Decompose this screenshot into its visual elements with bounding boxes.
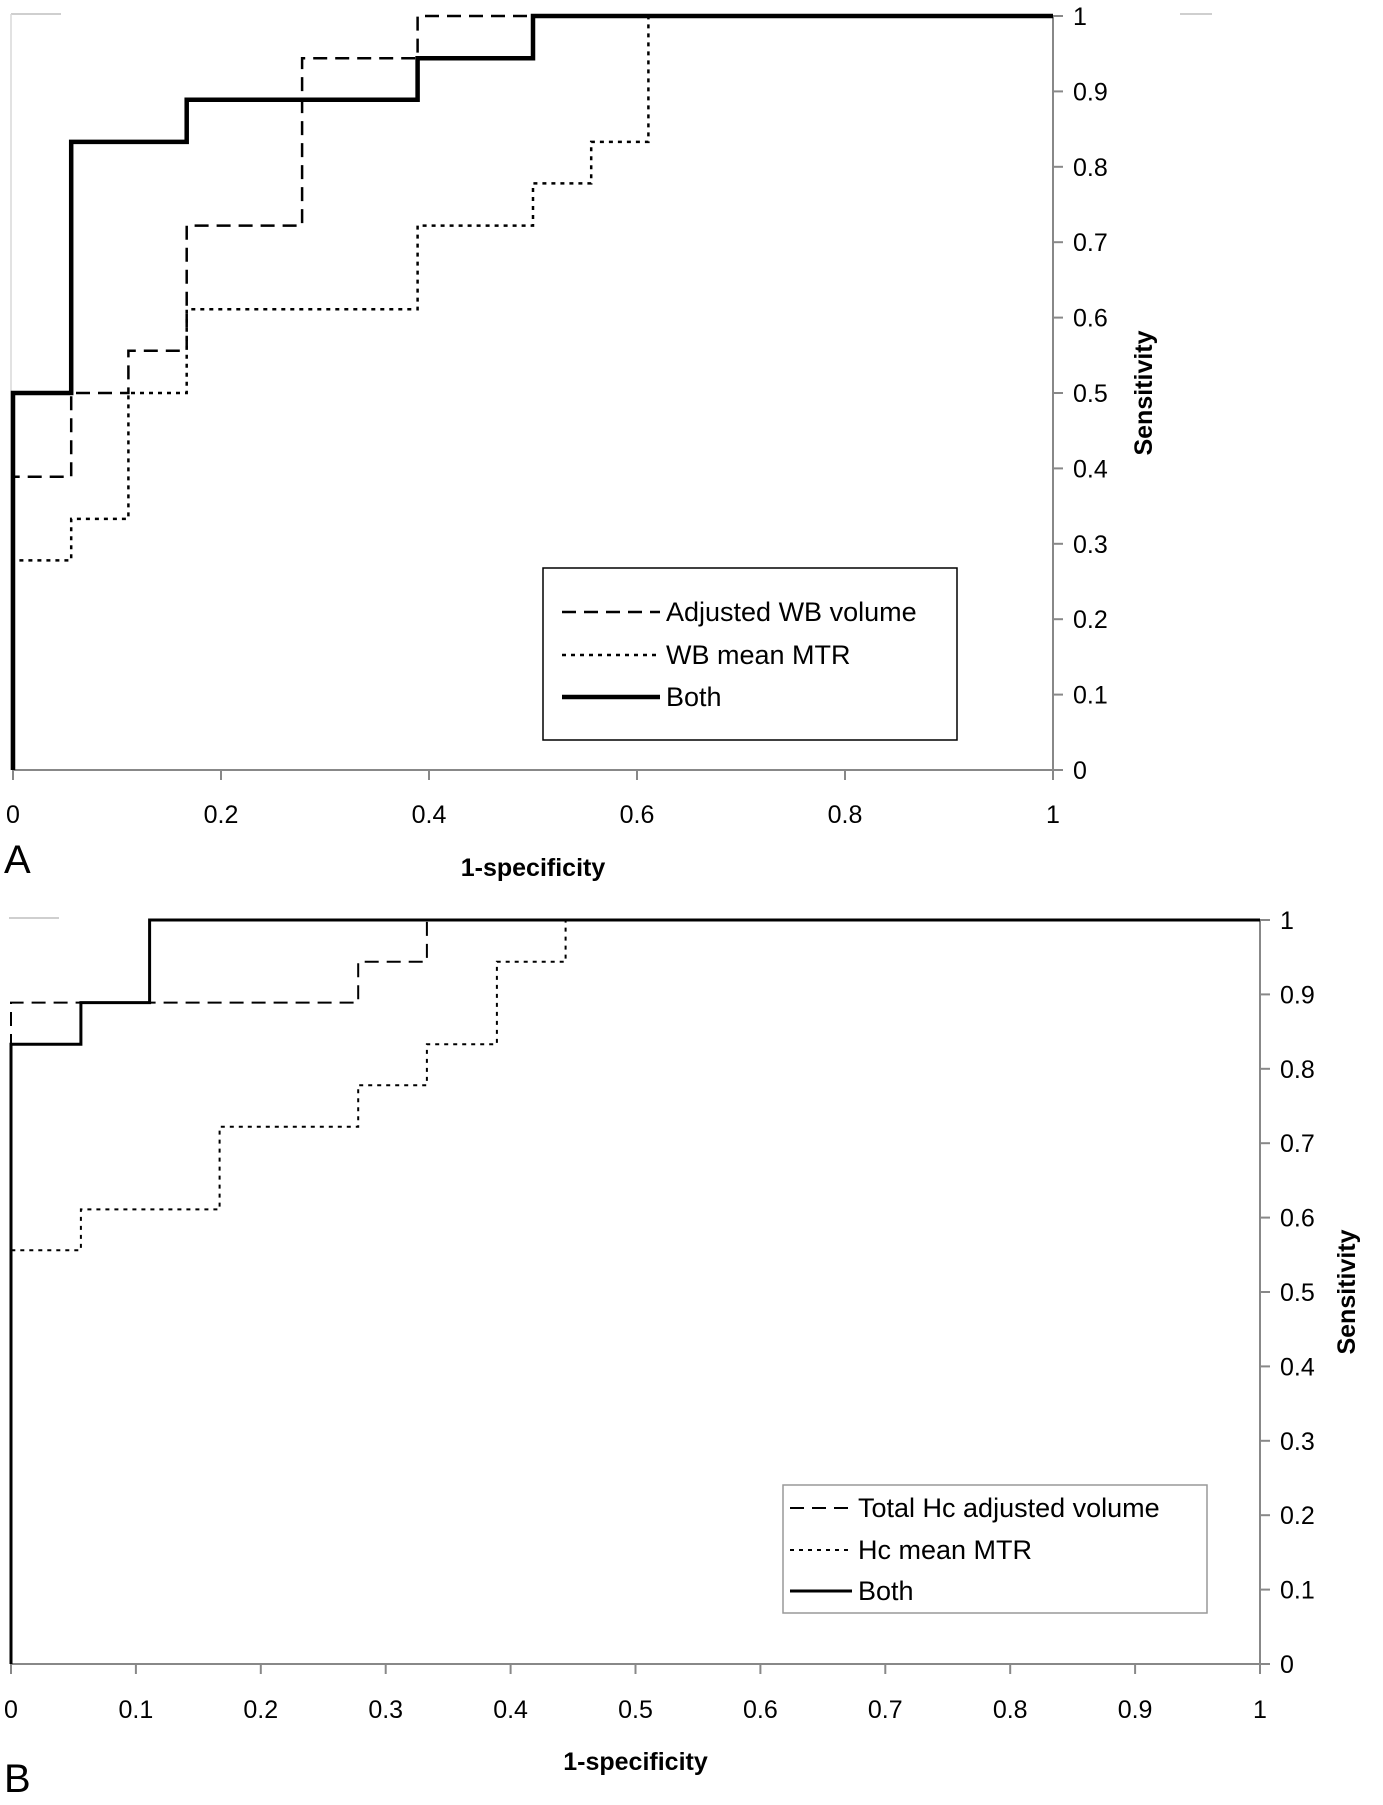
series-line-3 [10,13,1053,770]
legend-entry-label: Both [666,682,722,712]
series-line-1 [10,919,1260,1664]
x-tick-label: 0.9 [1118,1696,1153,1724]
x-axis-title: 1-specificity [461,854,606,882]
x-tick-label: 0.7 [868,1696,903,1724]
series-line-2 [10,919,1260,1664]
legend-entry-label: Adjusted WB volume [666,597,917,627]
legend: Total Hc adjusted volume Hc mean MTR Both [782,1484,1208,1614]
y-tick-label: 0.8 [1073,154,1108,182]
x-tick-label: 0 [4,1696,18,1724]
x-tick-label: 0.8 [828,801,863,829]
legend: Adjusted WB volume WB mean MTR Both [542,567,958,741]
x-tick-label: 0.2 [243,1696,278,1724]
y-tick-label: 0.9 [1280,981,1315,1009]
y-tick-label: 0.5 [1280,1279,1315,1307]
x-tick-label: 0.6 [620,801,655,829]
legend-entry-label: Total Hc adjusted volume [858,1493,1160,1523]
y-tick-label: 0.7 [1073,229,1108,257]
legend-entry-label: Hc mean MTR [858,1535,1032,1565]
x-axis-title: 1-specificity [563,1748,708,1776]
x-tick-label: 0.2 [204,801,239,829]
y-tick-label: 0.4 [1280,1353,1315,1381]
panel-label: B [4,1757,31,1800]
chart-panel-b: 0 0.1 0.2 0.3 0.4 0.5 0.6 0.7 0.8 0.9 100.10.20.30… [4,907,1361,1801]
x-tick-label: 0.5 [618,1696,653,1724]
y-tick-label: 0.2 [1073,606,1108,634]
y-tick-label: 0.5 [1073,380,1108,408]
y-tick-label: 0.1 [1073,682,1108,710]
y-tick-label: 0 [1280,1651,1294,1679]
y-tick-label: 0.4 [1073,455,1108,483]
y-tick-label: 0.1 [1280,1577,1315,1605]
series-line-3 [9,918,1260,1664]
y-tick-label: 0.7 [1280,1130,1315,1158]
x-tick-label: 0.8 [993,1696,1028,1724]
chart-panel-a: 0 0.2 0.4 0.6 0.8 100.10.20.30.40.50.60.70.80… [4,3,1212,882]
legend-box [782,1484,1208,1614]
series-line-2 [11,14,1053,770]
x-tick-label: 1 [1253,1696,1267,1724]
x-tick-label: 1 [1046,801,1060,829]
y-tick-label: 0.8 [1280,1056,1315,1084]
x-tick-label: 0 [6,801,20,829]
y-tick-label: 1 [1073,3,1087,31]
y-tick-label: 0.3 [1280,1428,1315,1456]
x-tick-label: 0.1 [119,1696,154,1724]
y-tick-label: 0.9 [1073,78,1108,106]
y-tick-label: 0.6 [1280,1205,1315,1233]
y-tick-label: 0.2 [1280,1502,1315,1530]
y-axis-title: Sensitivity [1130,330,1158,455]
y-axis-title: Sensitivity [1333,1229,1361,1354]
x-tick-label: 0.4 [412,801,447,829]
panel-label: A [4,838,31,882]
y-tick-label: 0.3 [1073,531,1108,559]
x-tick-label: 0.4 [493,1696,528,1724]
y-tick-label: 0 [1073,757,1087,785]
y-tick-label: 1 [1280,907,1294,935]
x-tick-label: 0.3 [368,1696,403,1724]
y-tick-label: 0.6 [1073,305,1108,333]
legend-entry-label: Both [858,1576,914,1606]
legend-box [542,567,958,741]
x-tick-label: 0.6 [743,1696,778,1724]
legend-entry-label: WB mean MTR [666,640,851,670]
